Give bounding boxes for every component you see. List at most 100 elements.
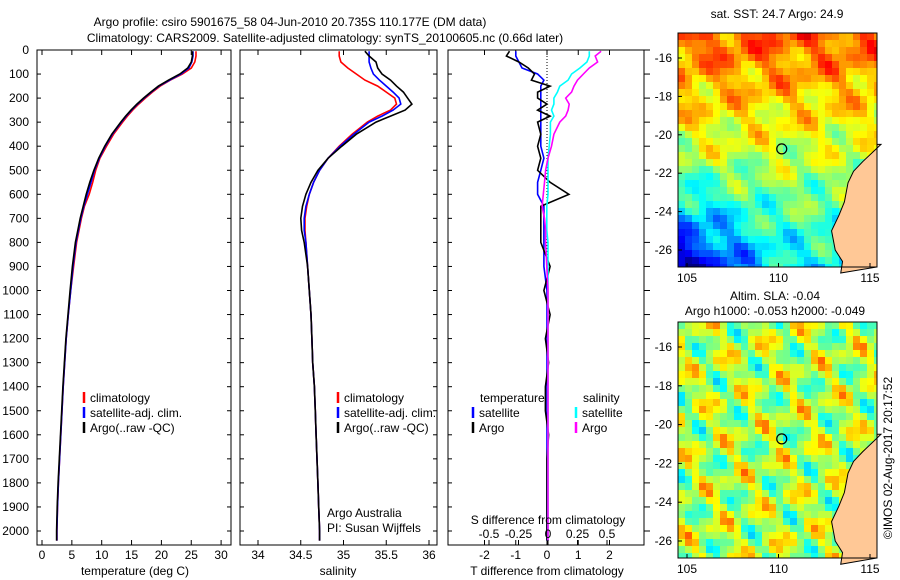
map-cell [734, 33, 741, 40]
map-cell [790, 511, 797, 518]
map-cell [755, 427, 762, 434]
map-cell [783, 371, 790, 378]
map-cell [804, 208, 811, 215]
map-cell [818, 532, 825, 539]
map-cell [720, 166, 727, 173]
map-cell [748, 350, 755, 357]
map-cell [741, 343, 748, 350]
map-cell [860, 392, 867, 399]
map-cell [860, 75, 867, 82]
map-cell [748, 539, 755, 546]
map-cell [741, 33, 748, 40]
map-cell [727, 250, 734, 257]
map-cell [734, 194, 741, 201]
map-cell [720, 47, 727, 54]
map-cell [804, 47, 811, 54]
map-cell [776, 264, 783, 267]
map-cell [699, 243, 706, 250]
map-cell [867, 131, 874, 138]
map-cell [825, 497, 832, 504]
map-cell [699, 476, 706, 483]
map-cell [699, 420, 706, 427]
map-cell [769, 448, 776, 455]
map-cell [678, 61, 685, 68]
map-cell [804, 427, 811, 434]
map-cell [797, 336, 804, 343]
map-cell [825, 385, 832, 392]
map-cell [692, 222, 699, 229]
map-cell [804, 61, 811, 68]
map-cell [790, 427, 797, 434]
map-cell [818, 483, 825, 490]
map-cell [776, 201, 783, 208]
map-cell [762, 33, 769, 40]
map-cell [776, 173, 783, 180]
map-cell [741, 462, 748, 469]
map-cell [713, 539, 720, 546]
map-cell [678, 476, 685, 483]
map-cell [790, 82, 797, 89]
map-cell [755, 222, 762, 229]
map-cell [839, 406, 846, 413]
map-cell [706, 462, 713, 469]
map-cell [846, 124, 853, 131]
map-cell [804, 343, 811, 350]
map-cell [692, 518, 699, 525]
map-cell [692, 553, 699, 558]
map-cell [734, 208, 741, 215]
map-cell [727, 47, 734, 54]
sla-map-title-1: Altim. SLA: -0.04 [730, 289, 820, 303]
map-cell [776, 89, 783, 96]
map-cell [678, 194, 685, 201]
map-cell [720, 180, 727, 187]
map-cell [692, 159, 699, 166]
map-cell [734, 166, 741, 173]
map-cell [755, 364, 762, 371]
x-tick-label: -2 [479, 548, 490, 562]
map-cell [839, 152, 846, 159]
map-cell [748, 180, 755, 187]
map-cell [797, 455, 804, 462]
map-cell [811, 427, 818, 434]
map-cell [720, 250, 727, 257]
map-cell [692, 532, 699, 539]
map-cell [699, 448, 706, 455]
map-cell [874, 385, 877, 392]
map-cell [755, 40, 762, 47]
map-cell [741, 546, 748, 553]
map-cell [797, 518, 804, 525]
map-cell [811, 89, 818, 96]
map-cell [818, 420, 825, 427]
map-cell [776, 378, 783, 385]
map-cell [727, 159, 734, 166]
map-cell [769, 518, 776, 525]
map-cell [755, 33, 762, 40]
map-cell [748, 250, 755, 257]
map-cell [818, 131, 825, 138]
map-cell [741, 257, 748, 264]
map-cell [720, 525, 727, 532]
map-cell [811, 138, 818, 145]
map-cell [811, 504, 818, 511]
map-cell [720, 75, 727, 82]
map-cell [685, 399, 692, 406]
map-cell [832, 469, 839, 476]
map-cell [825, 250, 832, 257]
map-cell [832, 336, 839, 343]
map-cell [825, 357, 832, 364]
map-cell [685, 497, 692, 504]
map-cell [797, 110, 804, 117]
map-cell [769, 497, 776, 504]
map-cell [797, 61, 804, 68]
map-cell [797, 82, 804, 89]
map-cell [839, 47, 846, 54]
map-cell [797, 47, 804, 54]
map-cell [839, 448, 846, 455]
map-cell [874, 329, 877, 336]
map-cell [790, 124, 797, 131]
map-cell [769, 166, 776, 173]
map-cell [790, 350, 797, 357]
map-cell [748, 229, 755, 236]
map-cell [713, 364, 720, 371]
y-tick-label: 100 [9, 67, 29, 81]
